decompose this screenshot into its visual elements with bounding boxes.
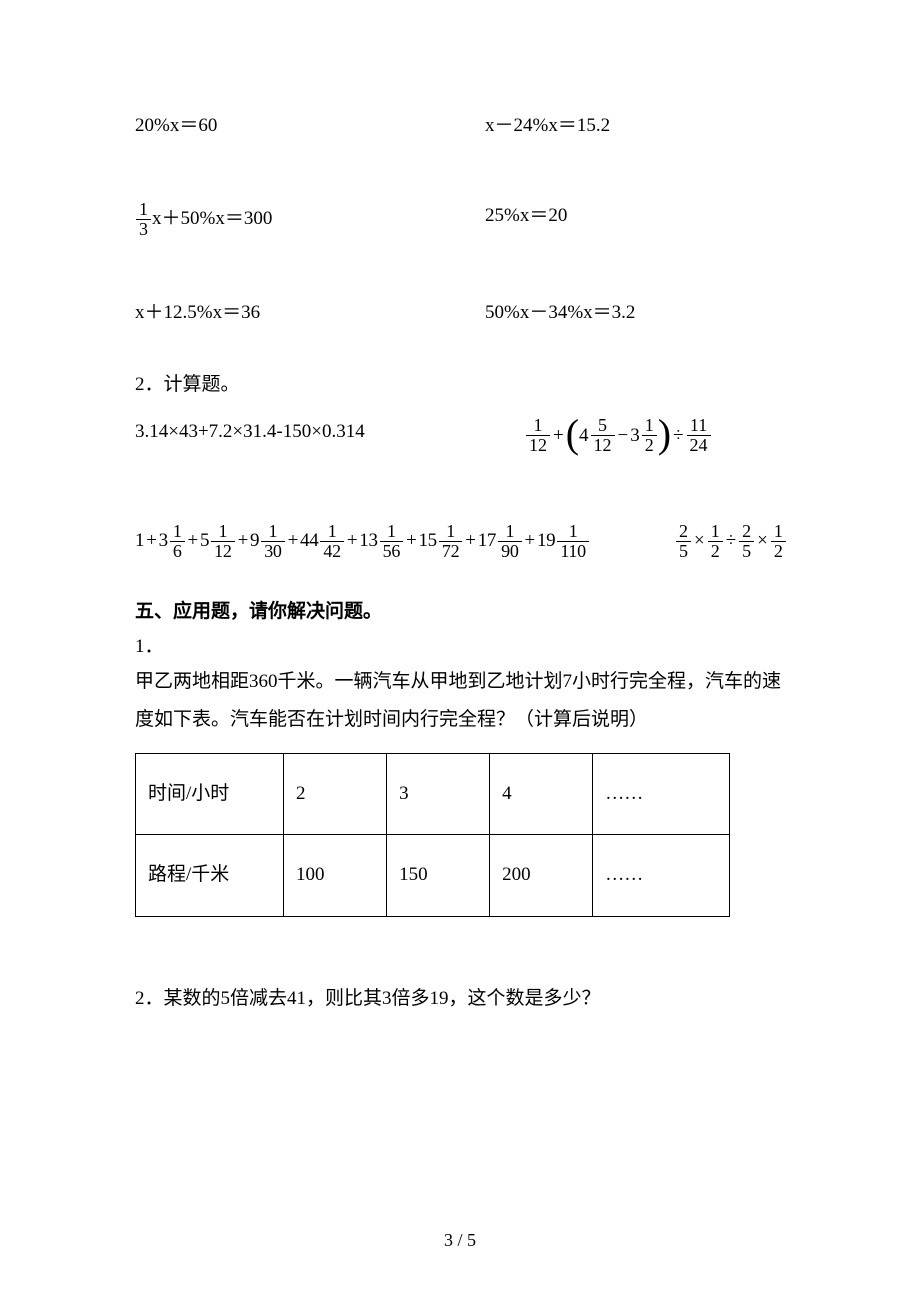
calc-heading: 2．计算题。: [135, 369, 800, 401]
eq-1-right: x－24%x＝15.2: [485, 110, 800, 142]
page-number: 3 / 5: [0, 1225, 920, 1256]
eq-2-left: 13x＋50%x＝300: [135, 200, 485, 239]
table-cell: 时间/小时: [136, 754, 284, 835]
problem-1-line2: 度如下表。汽车能否在计划时间内行完全程？（计算后说明）: [135, 701, 800, 739]
table-row: 路程/千米 100 150 200 ……: [136, 835, 730, 916]
problem-1-number: 1．: [135, 631, 800, 663]
eq-2-right: 25%x＝20: [485, 200, 800, 239]
calc-row-1: 3.14×43+7.2×31.4-150×0.314 112+(4512−312…: [135, 416, 800, 456]
table-cell: 150: [387, 835, 490, 916]
table-cell: 200: [490, 835, 593, 916]
eq-1-left: 20%x＝60: [135, 110, 485, 142]
section-5-title: 五、应用题，请你解决问题。: [135, 596, 800, 628]
table-cell: ……: [593, 754, 730, 835]
table-cell: 4: [490, 754, 593, 835]
eq-row-1: 20%x＝60 x－24%x＝15.2: [135, 110, 800, 142]
page: 20%x＝60 x－24%x＝15.2 13x＋50%x＝300 25%x＝20…: [0, 0, 920, 1302]
problem-1-line1: 甲乙两地相距360千米。一辆汽车从甲地到乙地计划7小时行完全程，汽车的速: [135, 663, 800, 701]
data-table: 时间/小时 2 3 4 …… 路程/千米 100 150 200 ……: [135, 753, 730, 917]
calc-1-right: 112+(4512−312)÷1124: [525, 416, 800, 456]
table-cell: 路程/千米: [136, 835, 284, 916]
calc-row-2: 1+316+5112+9130+44142+13156+15172+17190+…: [135, 522, 800, 561]
calc-2-right: 25×12÷25×12: [645, 522, 800, 561]
calc-2-left: 1+316+5112+9130+44142+13156+15172+17190+…: [135, 522, 645, 561]
eq-3-left: x＋12.5%x＝36: [135, 297, 485, 329]
eq-row-3: x＋12.5%x＝36 50%x－34%x＝3.2: [135, 297, 800, 329]
eq-row-2: 13x＋50%x＝300 25%x＝20: [135, 200, 800, 239]
table-cell: 3: [387, 754, 490, 835]
table-cell: 100: [284, 835, 387, 916]
problem-2: 2．某数的5倍减去41，则比其3倍多19，这个数是多少？: [135, 983, 800, 1015]
calc-1-left: 3.14×43+7.2×31.4-150×0.314: [135, 416, 525, 456]
table-row: 时间/小时 2 3 4 ……: [136, 754, 730, 835]
eq-3-right: 50%x－34%x＝3.2: [485, 297, 800, 329]
table-cell: 2: [284, 754, 387, 835]
table-cell: ……: [593, 835, 730, 916]
